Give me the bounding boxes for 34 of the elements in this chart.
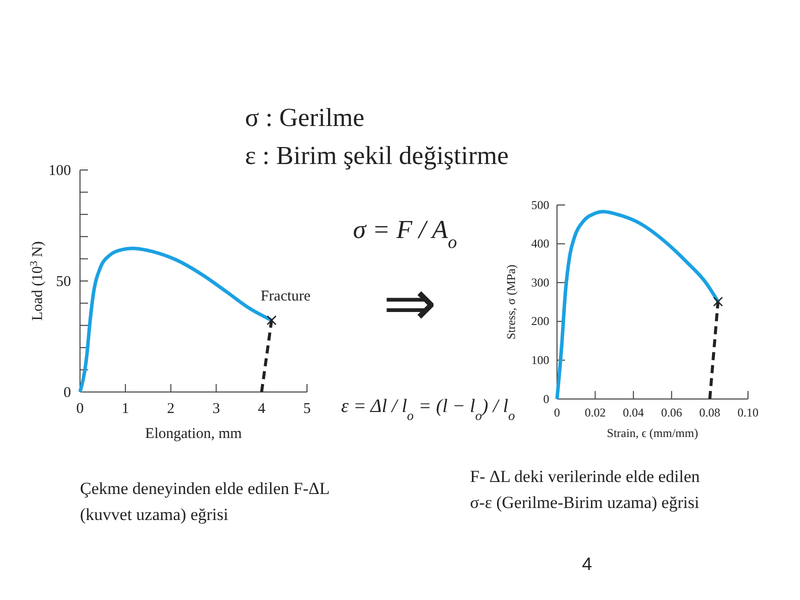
text: 4 xyxy=(582,554,592,574)
text: σ : Gerilme xyxy=(245,103,364,132)
y-tick-label: 300 xyxy=(531,275,550,290)
y-axis-title: Stress, σ (MPa) xyxy=(504,264,518,340)
x-tick-label: 0 xyxy=(554,405,560,420)
y-tick-label: 50 xyxy=(56,274,71,290)
text: F- ΔL deki verilerinde elde edilen σ-ε (Gerilme-Birim uzama) eğrisi xyxy=(470,467,700,512)
annotation: ε : Birim şekil değiştirme xyxy=(245,141,509,170)
x-axis-title: Elongation, mm xyxy=(145,426,242,442)
y-tick-label: 400 xyxy=(531,236,550,251)
y-tick-label: 0 xyxy=(543,392,550,406)
y-tick-label: 200 xyxy=(531,314,550,328)
x-tick-label: 0.02 xyxy=(584,405,606,420)
x-tick-label: 3 xyxy=(212,401,220,417)
text: ⇒ xyxy=(383,268,437,339)
x-tick-label: 0.04 xyxy=(622,405,644,420)
x-axis-title: Strain, ϵ (mm/mm) xyxy=(606,426,698,440)
y-tick-label: 100 xyxy=(531,353,550,368)
x-tick-label: 4 xyxy=(258,401,266,417)
annotation: Fracture xyxy=(260,288,311,304)
x-tick-label: 0.08 xyxy=(699,405,720,420)
y-tick-label: 100 xyxy=(48,162,71,179)
x-tick-label: 0.10 xyxy=(738,405,758,420)
x-tick-label: 0.06 xyxy=(661,405,682,420)
line-series xyxy=(555,210,720,401)
text: ε = Δl / l$_{o}$ = (l − l$_{o}$) / l$_{o}$ xyxy=(341,396,516,422)
text: σ = F / A$_{o}$ xyxy=(353,215,457,252)
text: Çekme deneyinden elde edilen F-ΔL (kuvvet uzama) eğrisi xyxy=(80,479,330,524)
y-tick-label: 0 xyxy=(64,384,71,401)
x-tick-label: 5 xyxy=(303,401,311,417)
y-tick-label: 500 xyxy=(531,198,550,212)
x-tick-label: 2 xyxy=(167,401,175,417)
x-tick-label: 0 xyxy=(76,401,84,417)
x-tick-label: 1 xyxy=(122,401,130,417)
